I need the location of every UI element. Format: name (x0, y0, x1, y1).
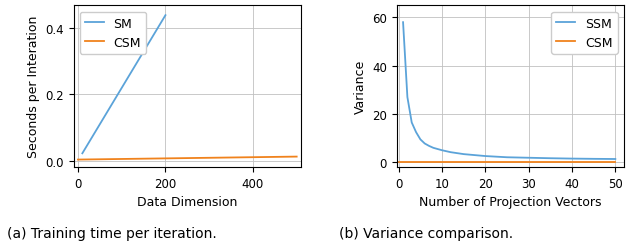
SSM (481, 155, 489, 158)
Y-axis label: Variance: Variance (353, 60, 367, 114)
SSM (503, 156, 511, 159)
SSM (425, 145, 433, 148)
X-axis label: Number of Projection Vectors: Number of Projection Vectors (419, 196, 602, 208)
SSM (590, 158, 598, 161)
SSM (438, 149, 446, 152)
SSM (412, 131, 420, 134)
Text: (b) Variance comparison.: (b) Variance comparison. (339, 226, 513, 240)
SSM (399, 22, 407, 25)
SSM (568, 158, 576, 160)
SSM (408, 122, 415, 124)
SSM (460, 153, 468, 156)
SSM (547, 157, 554, 160)
Y-axis label: Seconds per Interation: Seconds per Interation (27, 16, 40, 158)
SSM (421, 142, 429, 146)
SSM (429, 147, 437, 150)
SSM (434, 148, 442, 151)
SSM (447, 151, 454, 154)
SSM (525, 156, 532, 160)
Text: (a) Training time per iteration.: (a) Training time per iteration. (7, 226, 217, 240)
SSM (611, 158, 619, 161)
Line: SSM: SSM (403, 23, 615, 159)
X-axis label: Data Dimension: Data Dimension (137, 196, 237, 208)
Legend: SSM, CSM: SSM, CSM (552, 12, 618, 54)
SSM (417, 138, 424, 141)
SSM (404, 96, 412, 99)
Legend: SM, CSM: SM, CSM (80, 12, 146, 54)
